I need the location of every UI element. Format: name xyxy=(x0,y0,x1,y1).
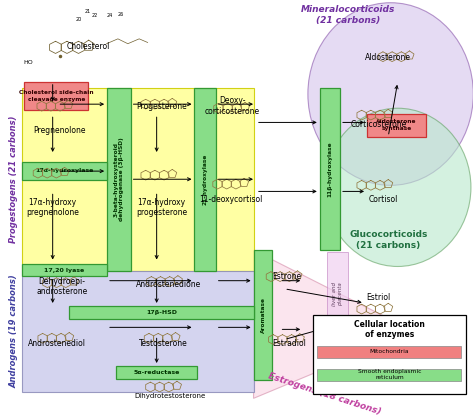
Text: Deoxy-
corticosterone: Deoxy- corticosterone xyxy=(205,97,260,116)
Text: Cholesterol side-chain
cleavage enzyme: Cholesterol side-chain cleavage enzyme xyxy=(19,90,93,102)
Text: Androstenedione: Androstenedione xyxy=(136,280,201,289)
Text: Dehydroepi-
androsterone: Dehydroepi- androsterone xyxy=(36,277,88,297)
Text: 5α-reductase: 5α-reductase xyxy=(134,370,180,375)
Text: Estrogens (18 carbons): Estrogens (18 carbons) xyxy=(267,372,382,417)
FancyBboxPatch shape xyxy=(318,346,462,358)
Text: Androgens (19 carbons): Androgens (19 carbons) xyxy=(9,275,18,388)
Text: Estrone: Estrone xyxy=(272,272,301,281)
Text: liver and
placenta: liver and placenta xyxy=(332,282,343,306)
FancyBboxPatch shape xyxy=(327,252,348,338)
FancyBboxPatch shape xyxy=(22,88,254,270)
Text: HO: HO xyxy=(23,60,33,65)
FancyBboxPatch shape xyxy=(318,369,462,381)
Text: 17β-HSD: 17β-HSD xyxy=(146,310,177,315)
Text: Dihydrotestosterone: Dihydrotestosterone xyxy=(134,394,206,399)
Text: Smooth endoplasmic
reticulum: Smooth endoplasmic reticulum xyxy=(358,370,421,380)
Text: Androstenediol: Androstenediol xyxy=(28,339,86,348)
Ellipse shape xyxy=(324,108,471,266)
FancyBboxPatch shape xyxy=(22,162,107,180)
FancyBboxPatch shape xyxy=(367,113,426,136)
Text: 26: 26 xyxy=(118,12,124,17)
Ellipse shape xyxy=(308,3,474,185)
Text: 21-hydroxylase: 21-hydroxylase xyxy=(202,154,208,205)
Text: 20: 20 xyxy=(75,17,82,22)
Text: 17,20 lyase: 17,20 lyase xyxy=(45,268,85,273)
FancyBboxPatch shape xyxy=(194,88,216,270)
Text: Glucocorticoids
(21 carbons): Glucocorticoids (21 carbons) xyxy=(349,231,428,250)
Text: 17α-hydroxylase: 17α-hydroxylase xyxy=(35,168,94,173)
FancyBboxPatch shape xyxy=(117,366,197,379)
FancyBboxPatch shape xyxy=(254,250,273,380)
Text: Corticosterone: Corticosterone xyxy=(351,120,407,129)
Text: Testosterone: Testosterone xyxy=(139,339,188,348)
Text: Mitochondria: Mitochondria xyxy=(370,349,409,354)
FancyBboxPatch shape xyxy=(319,88,340,250)
Text: Progestogens (21 carbons): Progestogens (21 carbons) xyxy=(9,116,18,243)
FancyBboxPatch shape xyxy=(24,82,88,110)
Text: Aldosterone: Aldosterone xyxy=(365,53,411,62)
FancyBboxPatch shape xyxy=(107,88,131,270)
Text: Pregnenolone: Pregnenolone xyxy=(34,126,86,135)
Text: Aromatase: Aromatase xyxy=(261,297,265,333)
Text: 11-deoxycortisol: 11-deoxycortisol xyxy=(199,195,263,204)
Text: Aldosterone
synthase: Aldosterone synthase xyxy=(376,119,417,131)
Text: Cholesterol: Cholesterol xyxy=(66,42,110,51)
FancyBboxPatch shape xyxy=(69,306,254,319)
Text: Cortisol: Cortisol xyxy=(369,195,398,204)
Text: 22: 22 xyxy=(92,13,98,18)
Text: 3-beta-hydroxysteroid
dehydrogenase (3β-HSD): 3-beta-hydroxysteroid dehydrogenase (3β-… xyxy=(113,137,125,221)
Text: 17α-hydroxy
pregnenolone: 17α-hydroxy pregnenolone xyxy=(26,198,79,217)
Text: Cellular location
of enzymes: Cellular location of enzymes xyxy=(354,320,425,339)
Text: 21: 21 xyxy=(85,9,91,14)
Text: 11β-hydroxylase: 11β-hydroxylase xyxy=(328,141,332,197)
Text: Progesterone: Progesterone xyxy=(136,102,187,111)
FancyBboxPatch shape xyxy=(22,270,254,392)
Text: Estriol: Estriol xyxy=(367,293,391,302)
FancyBboxPatch shape xyxy=(313,315,466,394)
Polygon shape xyxy=(254,250,414,398)
FancyBboxPatch shape xyxy=(22,265,107,276)
Text: Mineralocorticoids
(21 carbons): Mineralocorticoids (21 carbons) xyxy=(301,5,395,25)
Text: 24: 24 xyxy=(106,13,112,18)
Text: Estradiol: Estradiol xyxy=(272,339,306,348)
Text: 17α-hydroxy
progesterone: 17α-hydroxy progesterone xyxy=(136,198,187,217)
